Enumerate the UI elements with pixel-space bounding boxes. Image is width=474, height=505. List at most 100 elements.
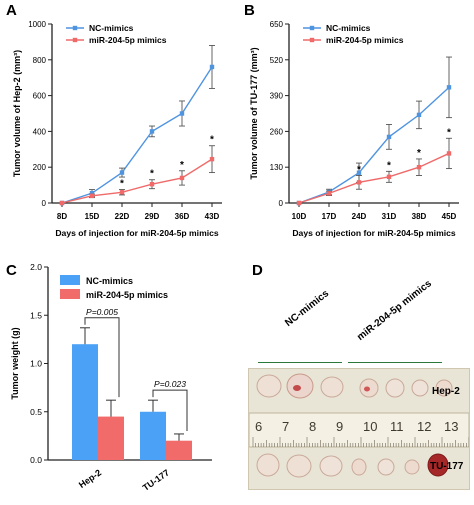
tumor-photograph: 6 7 8 9 10 11 12 13 (248, 368, 470, 490)
data-point (386, 174, 392, 180)
x-tick-label: 22D (115, 212, 130, 221)
data-point (356, 170, 362, 175)
y-tick-label: 260 (270, 127, 284, 136)
data-point (386, 134, 392, 140)
y-tick-label: 0.0 (30, 455, 42, 465)
bar (98, 416, 124, 460)
group-label-nc: NC-mimics (283, 288, 332, 329)
data-point (446, 151, 452, 156)
data-point (179, 175, 185, 181)
x-tick-label: 15D (85, 212, 100, 221)
significance-bracket (152, 389, 188, 431)
y-tick-label: 0 (279, 199, 284, 208)
bar (166, 440, 192, 460)
data-point (446, 85, 452, 90)
ruler-number: 10 (363, 419, 377, 434)
x-tick-label: 17D (322, 212, 337, 221)
row-label-tu177: TU-177 (430, 461, 464, 472)
chart-b-tu177-volume: 0 130 260 390 520 650 10D 17D 24D 31D 38D 45D Days o… (249, 20, 459, 238)
y-tick-label: 390 (270, 92, 284, 101)
significance-star: * (447, 127, 451, 138)
bracket-mir (348, 362, 442, 363)
y-tick-label: 1.5 (30, 310, 42, 320)
panel-letter-d: D (252, 262, 263, 279)
ruler-number: 13 (444, 419, 458, 434)
bar (140, 411, 166, 460)
ruler (249, 412, 469, 448)
y-axis-label: Tumor volume of TU-177 (mm³) (249, 47, 259, 179)
series-line (61, 158, 213, 204)
legend-swatch (60, 289, 80, 299)
data-point (356, 180, 362, 185)
y-tick-label: 0 (42, 199, 47, 208)
x-axis-label: Days of injection for miR-204-5p mimics (292, 228, 456, 238)
x-tick-label: 43D (205, 212, 220, 221)
ruler-number: 9 (336, 419, 343, 434)
panel-letter-c: C (6, 262, 17, 279)
y-axis-label: Tumor volume of Hep-2 (mm³) (12, 50, 22, 177)
tumor-photo-drawing: 6 7 8 9 10 11 12 13 (249, 373, 469, 478)
series-line (298, 86, 450, 204)
data-point (59, 200, 65, 206)
legend-label: miR-204-5p mimics (326, 35, 404, 45)
ruler-numbers: 6 7 8 9 10 11 12 13 (255, 419, 458, 434)
x-tick-label: 31D (382, 212, 397, 221)
y-axis-label: Tumor weight (g) (10, 327, 20, 399)
tumors-hep2-row (256, 373, 453, 399)
chart-a-hep2-volume: 0 200 400 600 800 1000 8D 15D 22D 29D 36D 43D Days o… (12, 20, 222, 238)
x-tick-label: 8D (57, 212, 67, 221)
significance-star: * (210, 135, 214, 146)
y-tick-label: 600 (33, 92, 47, 101)
ruler-number: 7 (282, 419, 289, 434)
chart-c-tumor-weight: 0.0 0.5 1.0 1.5 2.0 Tumor weight (g) P=0.005 He… (10, 262, 212, 493)
y-tick-label: 130 (270, 163, 284, 172)
legend-marker (72, 37, 78, 43)
x-tick-label: Hep-2 (77, 467, 103, 490)
bar (72, 344, 98, 460)
tumors-tu177-row (256, 453, 449, 478)
p-value-label: P=0.005 (86, 307, 118, 317)
legend-label: NC-mimics (89, 23, 134, 33)
x-tick-label: 38D (412, 212, 427, 221)
significance-star: * (357, 164, 361, 175)
group-label-mir: miR-204-5p mimics (355, 278, 434, 343)
data-point (89, 193, 95, 199)
data-point (209, 64, 215, 70)
x-tick-label: 45D (442, 212, 457, 221)
ruler-ticks (252, 437, 469, 447)
y-tick-label: 520 (270, 56, 284, 65)
significance-star: * (180, 160, 184, 171)
legend-marker (72, 25, 78, 31)
x-tick-label: 10D (292, 212, 307, 221)
legend-marker (309, 37, 315, 43)
x-tick-label: TU-177 (141, 467, 171, 492)
y-tick-label: 2.0 (30, 262, 42, 272)
data-point (209, 156, 215, 162)
significance-star: * (120, 179, 124, 190)
legend-label: miR-204-5p mimics (86, 290, 168, 300)
significance-star: * (417, 148, 421, 159)
series-line (298, 152, 450, 204)
ruler-number: 6 (255, 419, 262, 434)
y-tick-label: 1.0 (30, 359, 42, 369)
y-tick-label: 1000 (28, 20, 46, 29)
row-label-hep2: Hep-2 (432, 386, 460, 397)
data-point (296, 200, 302, 206)
data-point (416, 165, 422, 170)
legend-label: NC-mimics (86, 276, 133, 286)
p-value-label: P=0.023 (154, 379, 186, 389)
bracket-nc (258, 362, 342, 363)
data-point (119, 190, 125, 195)
ruler-number: 8 (309, 419, 316, 434)
y-tick-label: 400 (33, 127, 47, 136)
data-point (119, 170, 125, 175)
x-tick-label: 24D (352, 212, 367, 221)
legend-label: NC-mimics (326, 23, 371, 33)
significance-star: * (387, 160, 391, 171)
x-tick-label: 36D (175, 212, 190, 221)
data-point (149, 182, 155, 187)
ruler-number: 12 (417, 419, 431, 434)
legend-swatch (60, 275, 80, 285)
panel-letter-b: B (244, 2, 255, 19)
x-tick-label: 29D (145, 212, 160, 221)
